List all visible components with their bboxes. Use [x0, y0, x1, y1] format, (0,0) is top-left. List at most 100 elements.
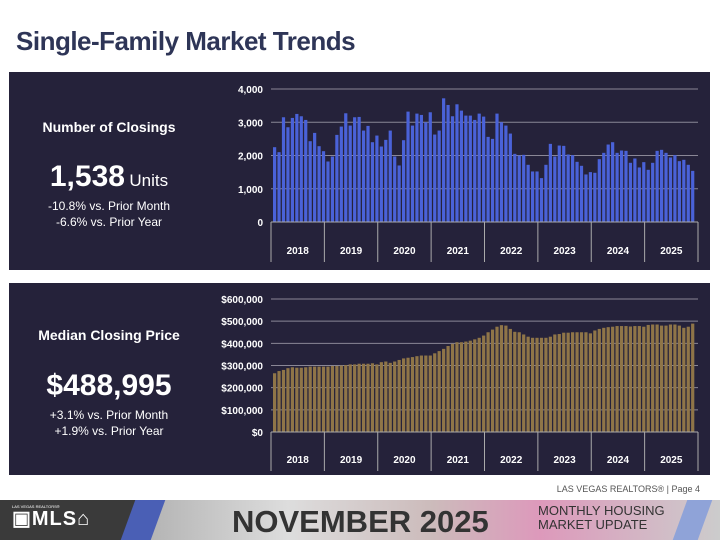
bar: [593, 172, 597, 222]
bar: [486, 136, 490, 222]
bar: [597, 328, 601, 432]
bar: [682, 327, 686, 432]
x-tick-label: 2019: [340, 455, 363, 466]
bar: [504, 325, 508, 432]
bar: [544, 164, 548, 222]
bar: [611, 326, 615, 432]
bar: [290, 367, 294, 432]
closings-value-row: 1,538 Units: [9, 160, 209, 194]
bar: [424, 122, 428, 222]
x-tick-label: 2025: [660, 455, 683, 466]
bar: [468, 115, 472, 222]
bar: [508, 328, 512, 432]
bar: [615, 326, 619, 432]
bar: [530, 337, 535, 432]
bar: [655, 324, 659, 432]
bar: [281, 117, 286, 222]
page-title: Single-Family Market Trends: [16, 26, 356, 56]
bar: [433, 353, 437, 432]
bar: [393, 361, 397, 432]
bar: [628, 162, 633, 222]
bar: [424, 355, 428, 432]
y-tick-label: 4,000: [238, 85, 263, 96]
footer-logo-area: [0, 500, 140, 540]
bar: [406, 357, 410, 432]
bar: [428, 112, 432, 222]
bar: [464, 341, 468, 432]
bar: [468, 340, 472, 432]
bar: [677, 325, 681, 432]
bar: [642, 162, 646, 222]
bar: [673, 324, 677, 432]
bar: [659, 325, 664, 432]
bar: [321, 366, 326, 432]
bar: [579, 165, 584, 222]
bar: [304, 367, 308, 432]
bar: [539, 178, 544, 222]
bar: [348, 364, 352, 432]
footer-stripe-right: [672, 500, 713, 540]
bar: [624, 150, 628, 222]
bar: [313, 366, 317, 432]
bar: [553, 334, 557, 432]
bar: [388, 362, 392, 432]
bar: [637, 326, 641, 432]
bar: [361, 363, 366, 432]
bar: [273, 147, 277, 222]
bar: [330, 365, 335, 432]
bar: [664, 152, 668, 222]
mls-logo: LAS VEGAS REALTORS®: [12, 504, 60, 509]
bar: [335, 134, 339, 222]
price-change-month: +3.1% vs. Prior Month: [49, 408, 169, 422]
x-tick-label: 2018: [287, 455, 310, 466]
x-tick-label: 2024: [607, 246, 630, 257]
bar: [686, 164, 690, 222]
bar: [611, 142, 615, 222]
bar: [335, 365, 339, 432]
bar: [384, 139, 388, 222]
bar: [344, 365, 348, 432]
bar: [602, 327, 606, 432]
x-tick-label: 2020: [393, 455, 416, 466]
bar: [522, 154, 526, 222]
bar: [353, 364, 357, 432]
report-subtitle: MONTHLY HOUSING MARKET UPDATE: [538, 504, 665, 532]
bar: [522, 334, 526, 432]
y-tick-label: 2,000: [238, 152, 263, 163]
bar: [299, 367, 303, 432]
footer-banner: LAS VEGAS REALTORS® ▣MLS⌂ NOVEMBER 2025 …: [0, 500, 720, 540]
bar: [388, 130, 392, 222]
bar: [304, 119, 308, 222]
x-tick-label: 2023: [553, 455, 576, 466]
closings-change-month: -10.8% vs. Prior Month: [47, 199, 171, 213]
bar: [313, 132, 317, 222]
bar: [624, 326, 628, 432]
subtitle-line1: MONTHLY HOUSING: [538, 503, 665, 518]
x-tick-label: 2023: [553, 246, 576, 257]
subtitle-line2: MARKET UPDATE: [538, 517, 648, 532]
bar: [593, 330, 597, 432]
bar: [633, 326, 637, 432]
bar: [642, 326, 646, 432]
bar: [628, 326, 633, 432]
price-title: Median Closing Price: [38, 327, 180, 343]
bar: [513, 153, 517, 222]
bar: [526, 164, 530, 222]
bar: [477, 337, 481, 432]
closings-unit: Units: [129, 171, 169, 190]
bar: [615, 152, 619, 222]
bar: [281, 369, 286, 432]
bar: [659, 149, 664, 222]
bar: [646, 324, 650, 432]
bar: [513, 331, 517, 432]
bar: [361, 130, 366, 222]
bar: [473, 119, 477, 222]
x-tick-label: 2025: [660, 246, 683, 257]
bar: [490, 138, 495, 222]
mls-logo-text: ▣MLS⌂: [12, 508, 91, 530]
bar: [486, 332, 490, 432]
bar: [450, 116, 455, 222]
bar: [459, 342, 464, 432]
x-tick-label: 2018: [287, 246, 310, 257]
bar: [504, 125, 508, 222]
